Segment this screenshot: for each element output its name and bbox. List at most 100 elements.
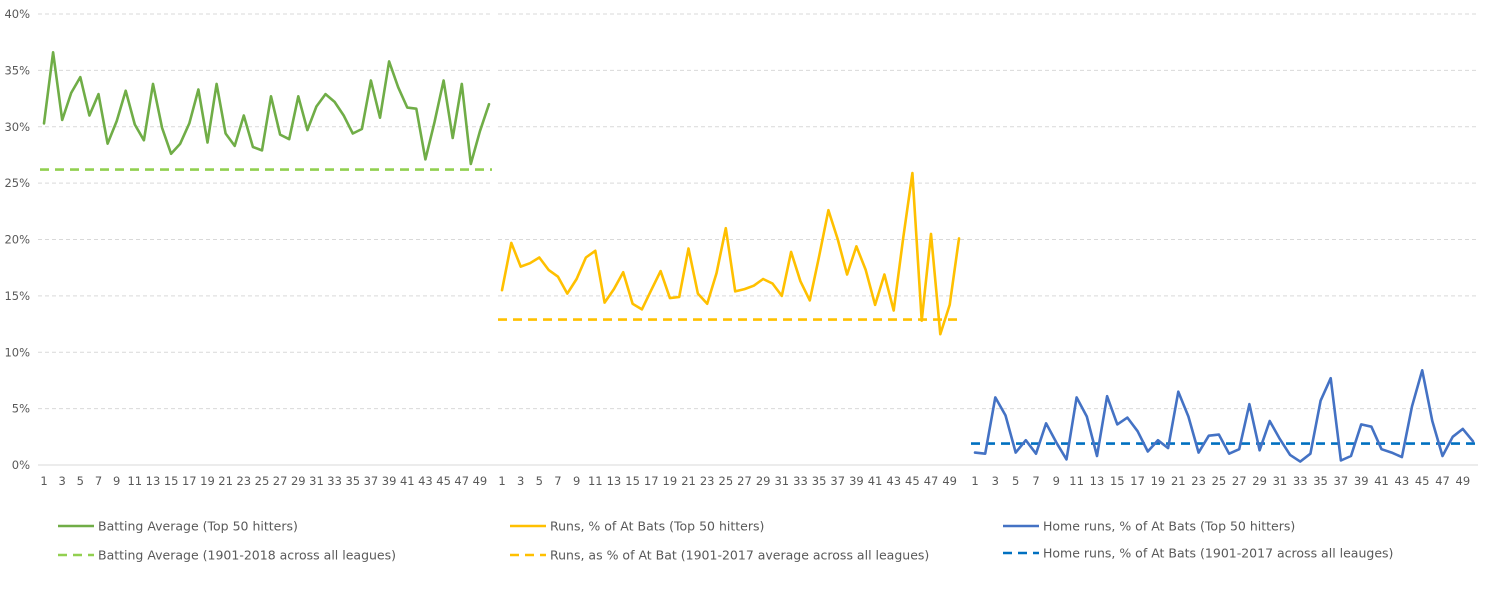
home_runs-point-42 [1390,451,1392,453]
x-tick-label: 47 [454,474,469,488]
home_runs-point-40 [1370,425,1372,427]
home_runs-point-12 [1086,415,1088,417]
x-tick-label: 39 [849,474,864,488]
batting-point-40 [397,86,399,88]
x-tick-label: 33 [793,474,808,488]
x-tick-label: 31 [1273,474,1288,488]
series-lines [42,50,1475,463]
batting-point-12 [143,139,145,141]
runs-point-29 [762,278,764,280]
runs-point-28 [753,285,755,287]
x-tick-label: 25 [719,474,734,488]
home_runs-point-37 [1340,459,1342,461]
x-tick-label: 15 [1110,474,1125,488]
home_runs-point-47 [1441,455,1443,457]
runs-point-48 [939,333,941,335]
runs-point-31 [781,295,783,297]
home_runs-point-50 [1472,440,1474,442]
runs-point-50 [958,237,960,239]
x-tick-label: 27 [1232,474,1247,488]
x-tick-label: 41 [400,474,415,488]
x-tick-label: 13 [607,474,622,488]
x-tick-label: 11 [1069,474,1084,488]
home_runs-point-48 [1451,436,1453,438]
batting-point-27 [279,133,281,135]
home_runs-legend-label: Home runs, % of At Bats (Top 50 hitters) [1043,519,1295,534]
x-tick-label: 49 [942,474,957,488]
runs-point-12 [603,301,605,303]
home_runs-point-46 [1431,420,1433,422]
batting-point-50 [488,103,490,105]
batting-point-28 [288,138,290,140]
runs-point-45 [911,172,913,174]
batting-point-14 [161,127,163,129]
runs-point-23 [706,303,708,305]
home_runs-point-43 [1401,456,1403,458]
x-tick-label: 47 [1435,474,1450,488]
batting-point-8 [106,142,108,144]
runs-point-44 [902,238,904,240]
x-tick-label: 37 [830,474,845,488]
home_runs-point-33 [1299,460,1301,462]
runs-point-6 [547,269,549,271]
x-tick-label: 5 [77,474,84,488]
runs-point-5 [538,256,540,258]
home_runs-point-34 [1309,453,1311,455]
batting-point-34 [342,114,344,116]
home_runs-point-23 [1197,451,1199,453]
batting-point-44 [433,121,435,123]
y-tick-label: 20% [4,233,30,247]
x-tick-label: 35 [345,474,360,488]
runs-point-2 [510,242,512,244]
batting-point-21 [224,132,226,134]
reference-lines [40,168,1476,445]
runs-legend-label: Runs, % of At Bats (Top 50 hitters) [550,519,764,534]
gridlines [38,13,1478,410]
runs-series-line [500,171,961,336]
runs-point-13 [613,288,615,290]
x-tick-label: 29 [1252,474,1267,488]
x-tick-label: 1 [971,474,978,488]
runs-point-21 [687,247,689,249]
batting-point-22 [234,145,236,147]
batting-point-23 [243,114,245,116]
batting-series-line [42,50,491,166]
runs-point-27 [743,288,745,290]
x-tick-label: 37 [1334,474,1349,488]
x-tick-label: 29 [291,474,306,488]
x-tick-label: 15 [164,474,179,488]
home_runs-point-49 [1462,428,1464,430]
legend: Batting Average (Top 50 hitters) Batting … [58,519,1393,563]
home_runs-point-41 [1380,448,1382,450]
batting-point-45 [442,79,444,81]
home_runs-point-1 [974,451,976,453]
batting-point-47 [461,83,463,85]
home_runs-point-24 [1208,434,1210,436]
home_runs-point-6 [1025,439,1027,441]
batting-point-26 [270,95,272,97]
batting-point-46 [451,137,453,139]
batting-legend-label: Batting Average (Top 50 hitters) [98,519,298,534]
home_runs-point-39 [1360,423,1362,425]
runs-point-17 [650,289,652,291]
runs-point-7 [557,276,559,278]
x-tick-label: 27 [273,474,288,488]
home_runs-point-21 [1177,391,1179,393]
batting-point-31 [315,105,317,107]
x-tick-label: 7 [554,474,561,488]
batting-point-48 [470,163,472,165]
batting-point-2 [52,51,54,53]
home_runs-point-31 [1279,438,1281,440]
x-tick-label: 43 [886,474,901,488]
batting-point-18 [197,88,199,90]
x-tick-label: 29 [756,474,771,488]
x-tick-label: 9 [573,474,580,488]
x-tick-label: 7 [1032,474,1039,488]
batting-point-39 [388,60,390,62]
home_runs-point-36 [1330,377,1332,379]
x-tick-label: 43 [418,474,433,488]
home_runs-point-27 [1238,448,1240,450]
batting-point-29 [297,95,299,97]
batting-point-9 [115,120,117,122]
runs-point-22 [697,292,699,294]
